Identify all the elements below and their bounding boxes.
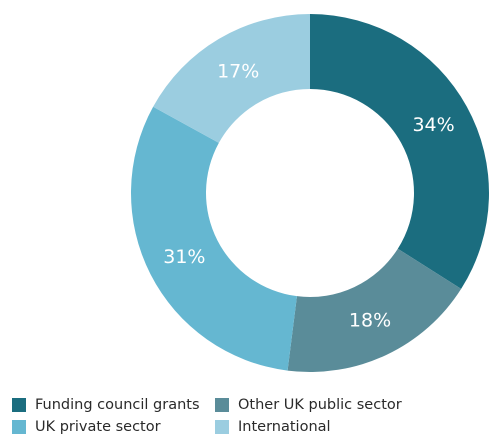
- legend-swatch: [12, 420, 26, 434]
- chart-legend: Funding council grants Other UK public s…: [12, 396, 482, 436]
- legend-label: UK private sector: [35, 419, 161, 435]
- legend-swatch: [215, 420, 229, 434]
- slice-value-label: 18%: [349, 310, 391, 332]
- slice-value-label: 34%: [412, 114, 454, 136]
- donut-slice-international: [153, 14, 310, 143]
- legend-label: Funding council grants: [35, 397, 200, 413]
- legend-swatch: [12, 398, 26, 412]
- legend-item-funding-council-grants: Funding council grants: [12, 396, 215, 414]
- legend-item-international: International: [215, 418, 455, 436]
- legend-item-uk-private-sector: UK private sector: [12, 418, 215, 436]
- legend-label: Other UK public sector: [238, 397, 402, 413]
- legend-swatch: [215, 398, 229, 412]
- slice-value-label: 31%: [163, 246, 205, 268]
- slice-labels: 34% 18% 31% 17%: [163, 61, 454, 332]
- legend-item-other-uk-public-sector: Other UK public sector: [215, 396, 455, 414]
- slice-value-label: 17%: [217, 61, 259, 83]
- donut-slice-other-uk-public-sector: [287, 248, 462, 372]
- donut-slices: [130, 14, 489, 372]
- donut-chart: 34% 18% 31% 17%: [130, 14, 489, 372]
- donut-slice-uk-private-sector: [130, 106, 297, 371]
- donut-slice-funding-council-grants: [310, 14, 489, 289]
- legend-label: International: [238, 419, 331, 435]
